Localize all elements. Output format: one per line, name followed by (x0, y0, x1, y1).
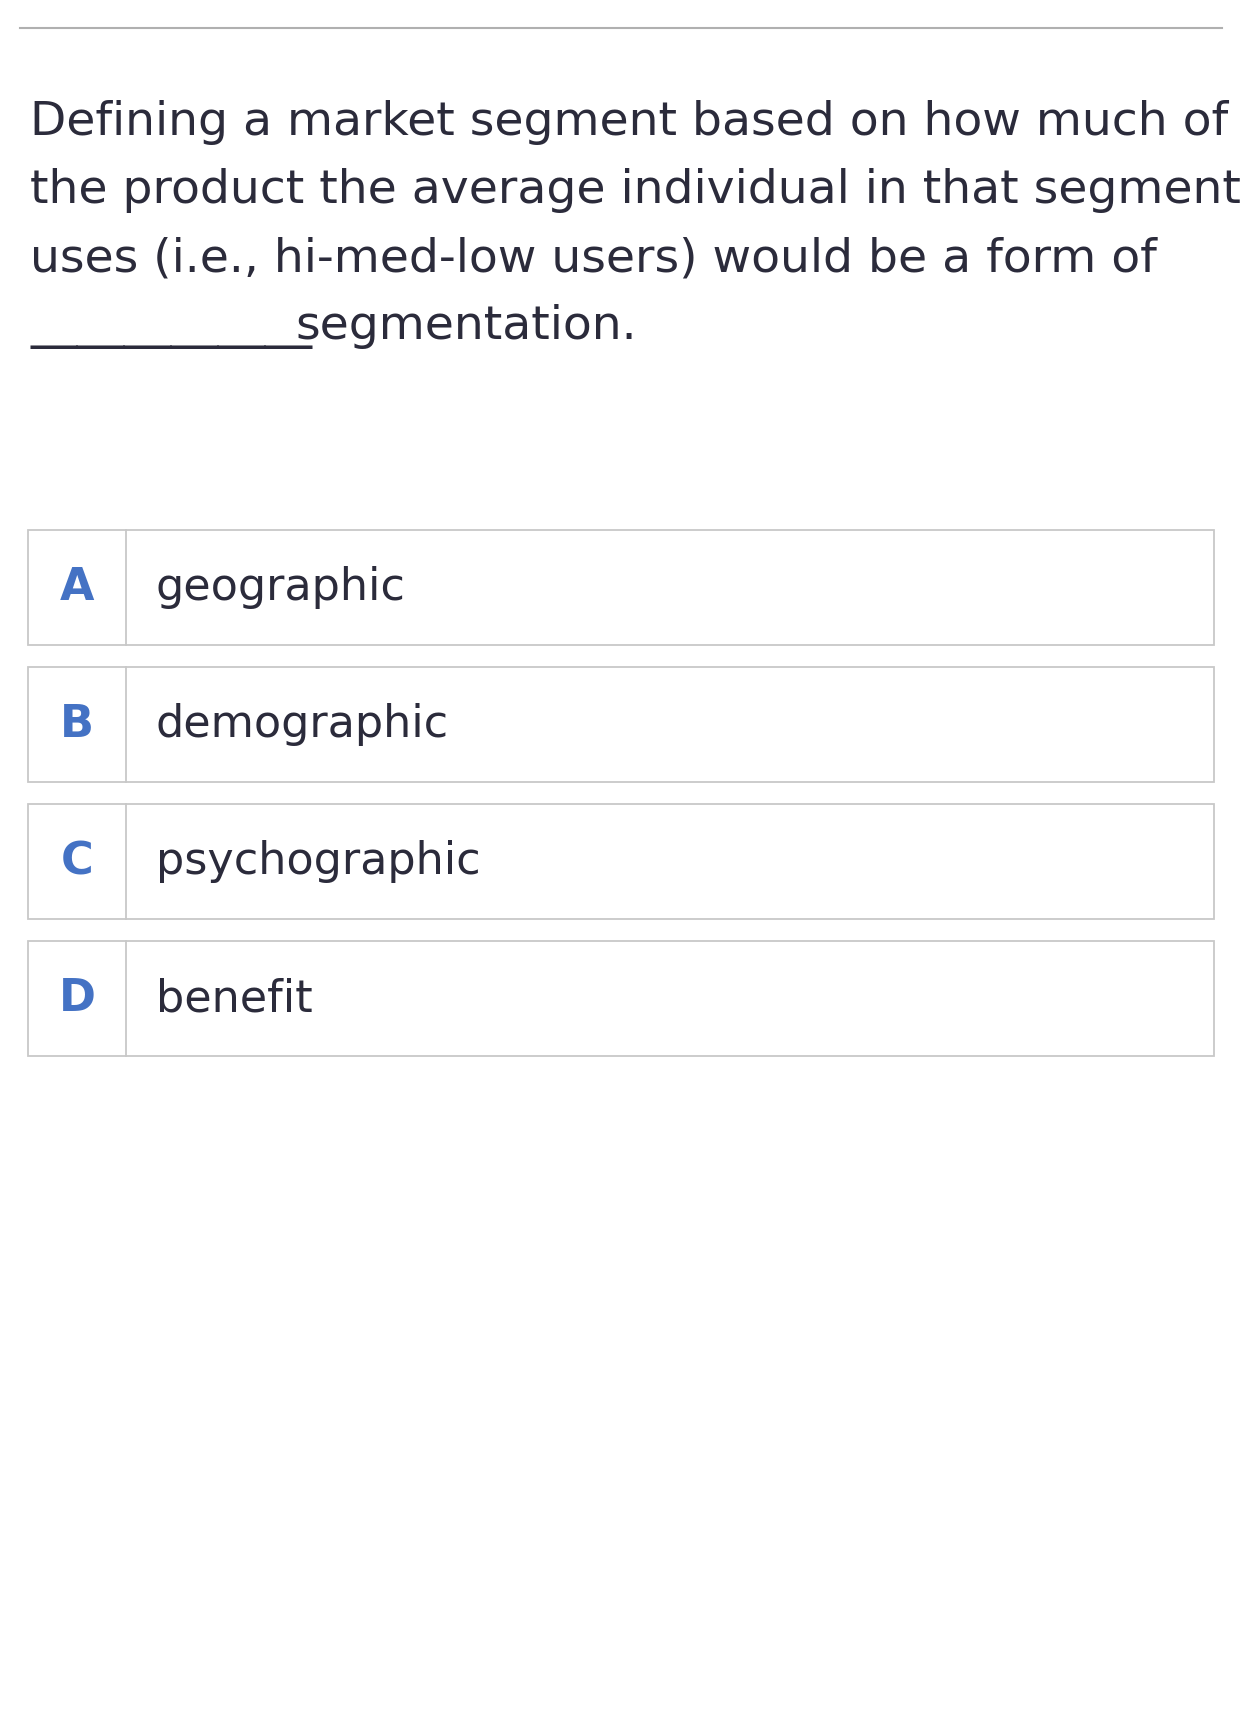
Text: demographic: demographic (156, 703, 450, 746)
Text: D: D (58, 976, 96, 1019)
Text: geographic: geographic (156, 566, 406, 609)
Bar (29, 667, 1213, 781)
Text: B: B (60, 703, 94, 746)
Text: uses (i.e., hi-med-low users) would be a form of: uses (i.e., hi-med-low users) would be a… (30, 236, 1156, 280)
Text: psychographic: psychographic (156, 840, 481, 882)
Text: Defining a market segment based on how much of: Defining a market segment based on how m… (30, 99, 1228, 145)
Bar (29, 530, 1213, 645)
Text: ____________: ____________ (30, 304, 312, 349)
Text: segmentation.: segmentation. (296, 304, 637, 349)
Text: benefit: benefit (156, 976, 313, 1019)
Bar (29, 941, 1213, 1057)
Text: A: A (60, 566, 94, 609)
Bar (29, 804, 1213, 918)
Text: the product the average individual in that segment: the product the average individual in th… (30, 168, 1241, 214)
Text: C: C (61, 840, 93, 882)
